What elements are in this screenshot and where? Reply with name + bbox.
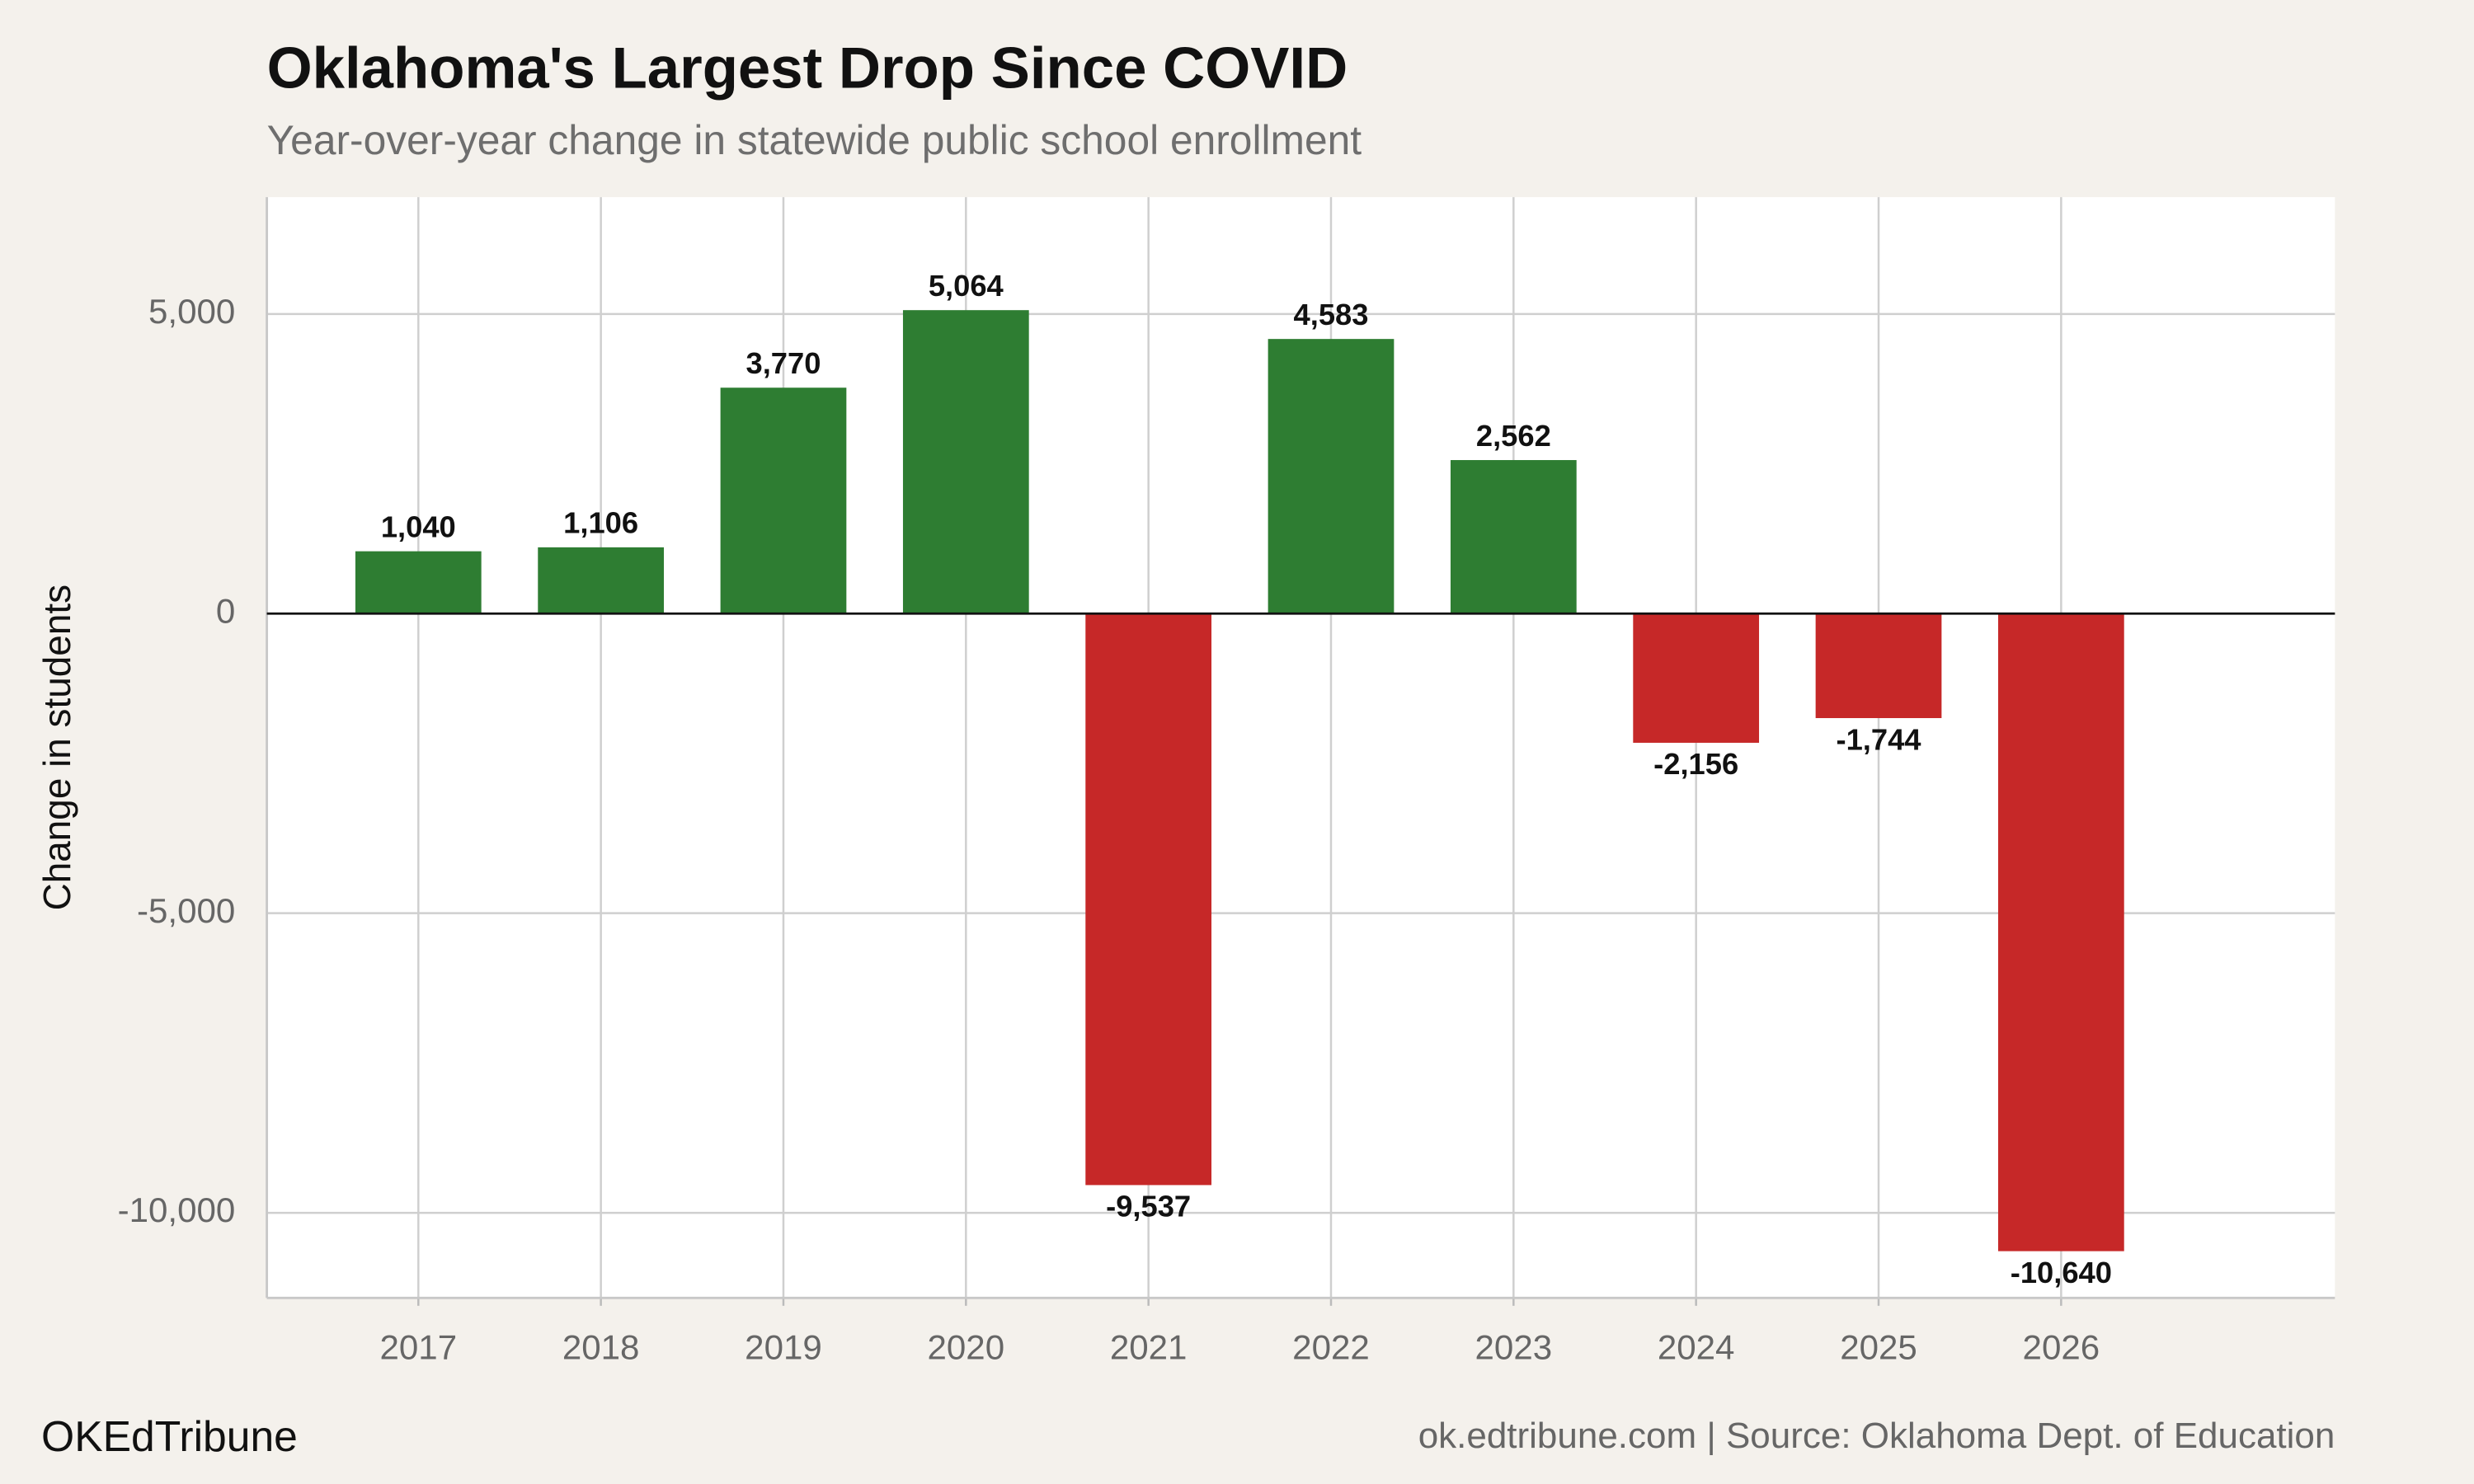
x-tick-label: 2024 bbox=[1658, 1328, 1735, 1367]
bar bbox=[720, 387, 847, 614]
bar bbox=[902, 310, 1029, 614]
x-tick-label: 2018 bbox=[562, 1328, 640, 1367]
x-tick-label: 2022 bbox=[1292, 1328, 1370, 1367]
marks: 1,040 1,106 3,770 5,064 -9,537 4,583 2,562 -2,1… bbox=[266, 269, 2335, 1289]
bar bbox=[1450, 460, 1577, 614]
bar bbox=[1633, 613, 1760, 743]
x-tick-label: 2021 bbox=[1110, 1328, 1188, 1367]
bar bbox=[1085, 613, 1212, 1186]
chart-title: Oklahoma's Largest Drop Since COVID bbox=[267, 35, 1348, 101]
value-label: -2,156 bbox=[1653, 747, 1738, 781]
x-tick-label: 2023 bbox=[1475, 1328, 1553, 1367]
y-tick-label: 5,000 bbox=[148, 292, 235, 331]
value-label: -9,537 bbox=[1106, 1190, 1191, 1223]
y-tick-label: -5,000 bbox=[137, 891, 235, 930]
value-label: 1,106 bbox=[563, 506, 638, 540]
value-label: 2,562 bbox=[1476, 419, 1551, 453]
y-tick-label: -10,000 bbox=[118, 1190, 236, 1229]
value-label: 5,064 bbox=[929, 269, 1004, 303]
value-label: -1,744 bbox=[1836, 722, 1921, 756]
value-label: -10,640 bbox=[2011, 1256, 2112, 1289]
x-tick-label: 2025 bbox=[1840, 1328, 1917, 1367]
chart-subtitle: Year-over-year change in statewide publi… bbox=[267, 117, 1362, 163]
y-axis-label: Change in students bbox=[35, 585, 78, 910]
x-tick-label: 2019 bbox=[745, 1328, 822, 1367]
brand: OKEdTribune bbox=[41, 1412, 298, 1460]
x-tick-label: 2026 bbox=[2023, 1328, 2100, 1367]
bar bbox=[355, 551, 482, 614]
bar bbox=[1997, 613, 2124, 1252]
value-label: 1,040 bbox=[381, 510, 456, 543]
bar bbox=[1268, 339, 1395, 614]
x-tick-label: 2020 bbox=[928, 1328, 1005, 1367]
bar bbox=[1815, 613, 1942, 719]
value-label: 3,770 bbox=[746, 346, 821, 380]
y-tick-label: 0 bbox=[216, 591, 235, 630]
x-tick-label: 2017 bbox=[379, 1328, 457, 1367]
bar bbox=[538, 547, 665, 614]
source: ok.edtribune.com | Source: Oklahoma Dept… bbox=[1418, 1416, 2335, 1456]
value-label: 4,583 bbox=[1294, 298, 1369, 331]
